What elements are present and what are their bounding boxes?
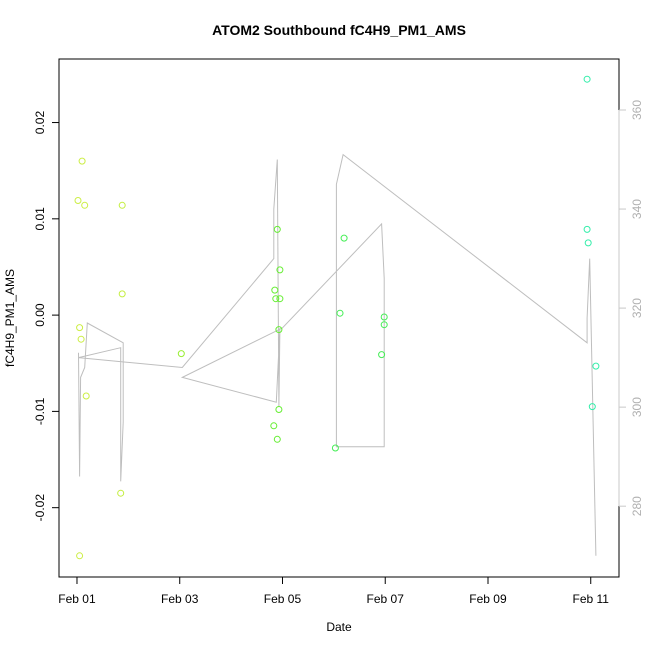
data-point-28	[584, 239, 592, 247]
data-point-18	[270, 422, 278, 430]
data-point-25	[378, 351, 386, 359]
data-point-9	[117, 489, 125, 497]
plot-frame	[58, 58, 620, 578]
line-series-layer	[78, 153, 597, 556]
y2-tick-label-3: 340	[630, 199, 644, 219]
x-tick-label-1: Feb 03	[161, 592, 199, 606]
data-point-20	[340, 234, 348, 242]
data-point-5	[82, 392, 90, 400]
data-point-17	[275, 406, 283, 413]
data-point-1	[78, 157, 86, 165]
y-axis: -0.02 -0.01 0.00 0.01 0.02	[33, 111, 60, 522]
y2-tick-label-2: 320	[630, 298, 644, 318]
data-point-30	[588, 403, 596, 411]
x-tick-label-0: Feb 01	[58, 592, 96, 606]
y-tick-label-1: -0.01	[33, 397, 47, 425]
data-point-6	[76, 552, 84, 560]
x-axis: Feb 01 Feb 03 Feb 05 Feb 07 Feb 09 Feb 11	[58, 576, 610, 606]
data-point-23	[380, 313, 388, 321]
data-point-3	[76, 324, 84, 332]
data-point-16	[275, 326, 283, 334]
y-tick-label-4: 0.02	[33, 111, 47, 135]
y-tick-label-2: 0.00	[33, 303, 47, 327]
data-point-21	[336, 309, 344, 317]
data-point-29	[592, 362, 600, 370]
data-point-10	[177, 350, 185, 358]
x-tick-label-2: Feb 05	[264, 592, 302, 606]
data-point-7	[118, 201, 126, 209]
data-point-14	[272, 295, 280, 303]
data-point-13	[271, 286, 279, 294]
x-tick-label-3: Feb 07	[367, 592, 405, 606]
data-point-8	[118, 290, 126, 298]
data-point-11	[273, 225, 281, 233]
y2-tick-label-1: 300	[630, 397, 644, 417]
y-tick-label-3: 0.01	[33, 207, 47, 231]
y-axis-label: fC4H9_PM1_AMS	[3, 269, 17, 367]
x-tick-label-4: Feb 09	[469, 592, 507, 606]
data-point-12	[276, 266, 284, 274]
data-point-26	[583, 75, 591, 83]
y2-axis: 280 300 320 340 360	[618, 100, 644, 516]
x-axis-label: Date	[326, 620, 352, 634]
y2-tick-label-4: 360	[630, 100, 644, 120]
data-point-24	[380, 321, 388, 329]
data-point-0	[74, 197, 82, 204]
chart-title: ATOM2 Southbound fC4H9_PM1_AMS	[212, 22, 466, 38]
series-line	[78, 153, 597, 556]
x-tick-label-5: Feb 11	[573, 592, 610, 606]
y2-tick-label-0: 280	[630, 496, 644, 516]
data-point-4	[77, 335, 85, 343]
data-point-27	[583, 225, 591, 233]
data-point-2	[81, 201, 89, 209]
y-tick-label-0: -0.02	[33, 494, 47, 522]
data-point-19	[273, 435, 281, 443]
data-point-15	[276, 295, 284, 303]
points-layer	[74, 75, 600, 560]
data-point-22	[331, 444, 339, 452]
